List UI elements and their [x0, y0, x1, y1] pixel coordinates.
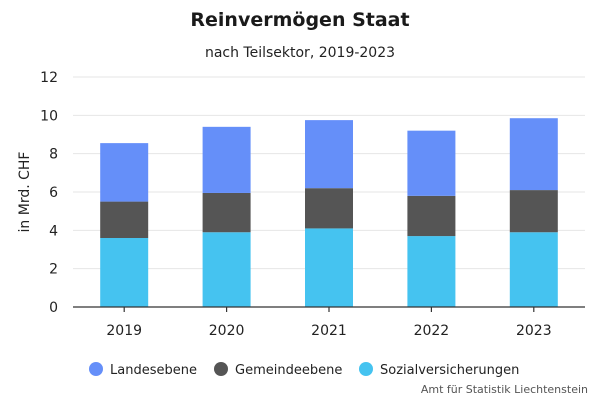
y-tick-label: 2 — [49, 262, 58, 278]
y-tick-label: 12 — [40, 70, 58, 86]
bar-sozialversicherungen-2019 — [100, 238, 149, 307]
y-tick-label: 6 — [49, 185, 58, 201]
y-tick-label: 0 — [49, 300, 58, 316]
bar-sozialversicherungen-2020 — [202, 232, 251, 307]
x-axis-ticks: 2019 2020 2021 2022 2023 — [106, 307, 552, 339]
legend-label-sozialversicherungen: Sozialversicherungen — [380, 363, 519, 378]
y-axis-label: in Mrd. CHF — [17, 152, 33, 233]
bar-sozialversicherungen-2021 — [305, 228, 353, 307]
legend-swatch-landesebene — [89, 362, 103, 376]
y-tick-label: 10 — [40, 108, 58, 124]
bar-landesebene-2020 — [202, 126, 251, 193]
legend-label-landesebene: Landesebene — [110, 363, 197, 378]
bar-sozialversicherungen-2022 — [407, 236, 456, 307]
legend-swatch-gemeindeebene — [214, 362, 228, 376]
x-tick-label: 2023 — [516, 323, 552, 339]
bar-gemeindeebene-2020 — [202, 192, 251, 233]
bar-landesebene-2021 — [305, 120, 353, 189]
legend-label-gemeindeebene: Gemeindeebene — [235, 363, 342, 378]
legend-swatch-sozialversicherungen — [359, 362, 373, 376]
source-note: Amt für Statistik Liechtenstein — [421, 383, 588, 396]
y-tick-label: 4 — [49, 223, 58, 239]
chart-subtitle: nach Teilsektor, 2019-2023 — [205, 45, 395, 61]
y-axis-ticks: 0 2 4 6 8 10 12 — [40, 70, 58, 316]
bar-landesebene-2022 — [407, 130, 456, 196]
legend: Landesebene Gemeindeebene Sozialversicheru… — [89, 362, 519, 378]
bars — [100, 118, 558, 307]
x-tick-label: 2022 — [414, 323, 450, 339]
x-tick-label: 2021 — [311, 323, 347, 339]
x-tick-label: 2019 — [106, 323, 142, 339]
y-tick-label: 8 — [49, 147, 58, 163]
bar-gemeindeebene-2022 — [407, 195, 456, 237]
bar-gemeindeebene-2023 — [509, 190, 558, 233]
bar-gemeindeebene-2021 — [305, 188, 353, 229]
bar-landesebene-2019 — [100, 143, 149, 202]
x-tick-label: 2020 — [209, 323, 245, 339]
chart-title: Reinvermögen Staat — [190, 9, 409, 31]
bar-landesebene-2023 — [509, 118, 558, 191]
bar-gemeindeebene-2019 — [100, 201, 149, 238]
bar-sozialversicherungen-2023 — [509, 232, 558, 307]
